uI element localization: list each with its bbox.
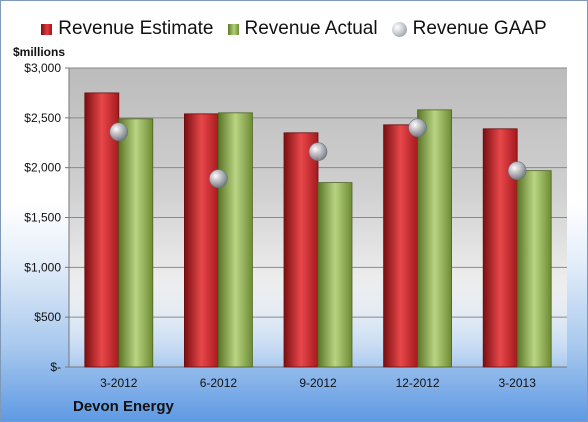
y-tick-label: $1,000 — [24, 260, 61, 274]
bar-revenue-actual — [417, 109, 453, 368]
y-tick-label: $3,000 — [24, 61, 61, 75]
legend-swatch-gaap — [391, 21, 407, 37]
y-tick-label: $500 — [34, 310, 61, 324]
marker-revenue-gaap — [209, 169, 228, 188]
x-tick-label: 9-2012 — [299, 376, 337, 390]
bar-revenue-actual — [317, 182, 353, 368]
legend-label-actual: Revenue Actual — [244, 18, 378, 39]
legend-item-actual: Revenue Actual — [227, 18, 378, 40]
legend-label-estimate: Revenue Estimate — [58, 18, 214, 39]
bar-revenue-actual — [516, 170, 552, 368]
legend-swatch-estimate — [41, 23, 53, 35]
bar-revenue-actual — [118, 118, 154, 368]
marker-revenue-gaap — [308, 142, 328, 162]
y-tick-label: $2,000 — [24, 161, 61, 175]
marker-revenue-gaap — [109, 122, 129, 142]
company-name: Devon Energy — [73, 398, 174, 415]
x-tick-label: 6-2012 — [200, 376, 238, 390]
marker-revenue-gaap — [507, 161, 527, 180]
y-tick-label: $- — [50, 360, 61, 374]
legend-item-estimate: Revenue Estimate — [41, 18, 214, 40]
bar-revenue-actual — [217, 112, 253, 368]
legend-swatch-actual — [227, 23, 239, 35]
x-tick-label: 3-2012 — [100, 376, 138, 390]
legend-item-gaap: Revenue GAAP — [391, 18, 547, 40]
bar-revenue-estimate — [183, 113, 219, 368]
y-axis-unit-label: $millions — [13, 45, 66, 59]
x-tick-label: 3-2013 — [499, 376, 537, 390]
y-tick-label: $1,500 — [24, 211, 61, 225]
bar-revenue-estimate — [383, 124, 419, 368]
legend: Revenue Estimate Revenue Actual Revenue … — [1, 15, 587, 43]
x-tick-label: 12-2012 — [396, 376, 440, 390]
bar-revenue-estimate — [283, 132, 319, 368]
marker-revenue-gaap — [408, 118, 427, 138]
y-tick-label: $2,500 — [24, 111, 61, 125]
legend-label-gaap: Revenue GAAP — [412, 18, 547, 39]
